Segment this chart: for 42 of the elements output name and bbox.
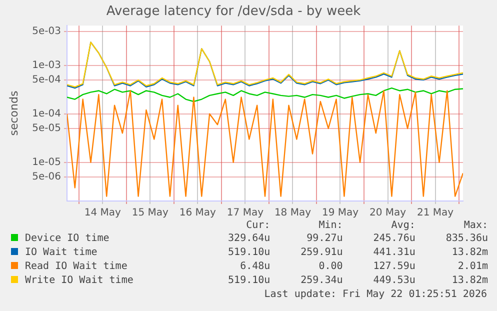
x-tick-label: 15 May <box>132 208 169 219</box>
legend-label: IO Wait time <box>24 246 98 260</box>
legend-label: Write IO Wait time <box>24 274 134 288</box>
y-axis-title: seconds <box>7 90 20 136</box>
y-tick-label: 1e-03 <box>32 60 61 71</box>
text: 245.76u <box>372 232 416 246</box>
text: 6.48u <box>239 260 270 274</box>
text: 259.34u <box>300 274 343 288</box>
text: 99.27u <box>306 232 343 246</box>
x-tick-label: 19 May <box>322 208 359 219</box>
text: 441.31u <box>372 246 416 260</box>
x-tick-label: 16 May <box>179 208 216 219</box>
x-tick-label: 17 May <box>226 208 264 219</box>
text: Cur: <box>245 220 270 232</box>
text: 519.10u <box>227 274 270 288</box>
text: Min: <box>318 220 343 232</box>
text: 449.53u <box>372 274 416 288</box>
text: 835.36u <box>444 232 488 246</box>
legend-label: Read IO Wait time <box>24 260 128 274</box>
y-tick-label: 5e-04 <box>32 74 61 86</box>
y-tick-label: 5e-03 <box>32 26 61 38</box>
text: Avg: <box>390 220 416 232</box>
x-tick-label: 21 May <box>416 208 454 219</box>
text: 0.00 <box>318 260 343 274</box>
y-tick-label: 1e-05 <box>32 156 61 168</box>
text: Max: <box>462 220 488 232</box>
text: 329.64u <box>227 232 270 246</box>
legend-label: Device IO time <box>24 232 110 246</box>
text: 519.10u <box>227 246 270 260</box>
text: 13.82m <box>450 274 488 288</box>
y-tick-label: 5e-06 <box>32 172 61 183</box>
x-tick-label: 18 May <box>274 208 312 219</box>
text: 127.59u <box>372 260 416 274</box>
text: 2.01m <box>456 260 488 274</box>
x-tick-label: 14 May <box>84 208 122 219</box>
text: 13.82m <box>450 246 488 260</box>
text: 259.91u <box>300 246 343 260</box>
x-tick-label: 20 May <box>369 208 406 219</box>
y-tick-label: 5e-05 <box>32 123 61 134</box>
chart-title: Average latency for /dev/sda - by week <box>106 4 362 20</box>
text: Last update: Fri May 22 01:25:51 2026 <box>263 288 488 302</box>
y-tick-label: 1e-04 <box>32 108 61 120</box>
